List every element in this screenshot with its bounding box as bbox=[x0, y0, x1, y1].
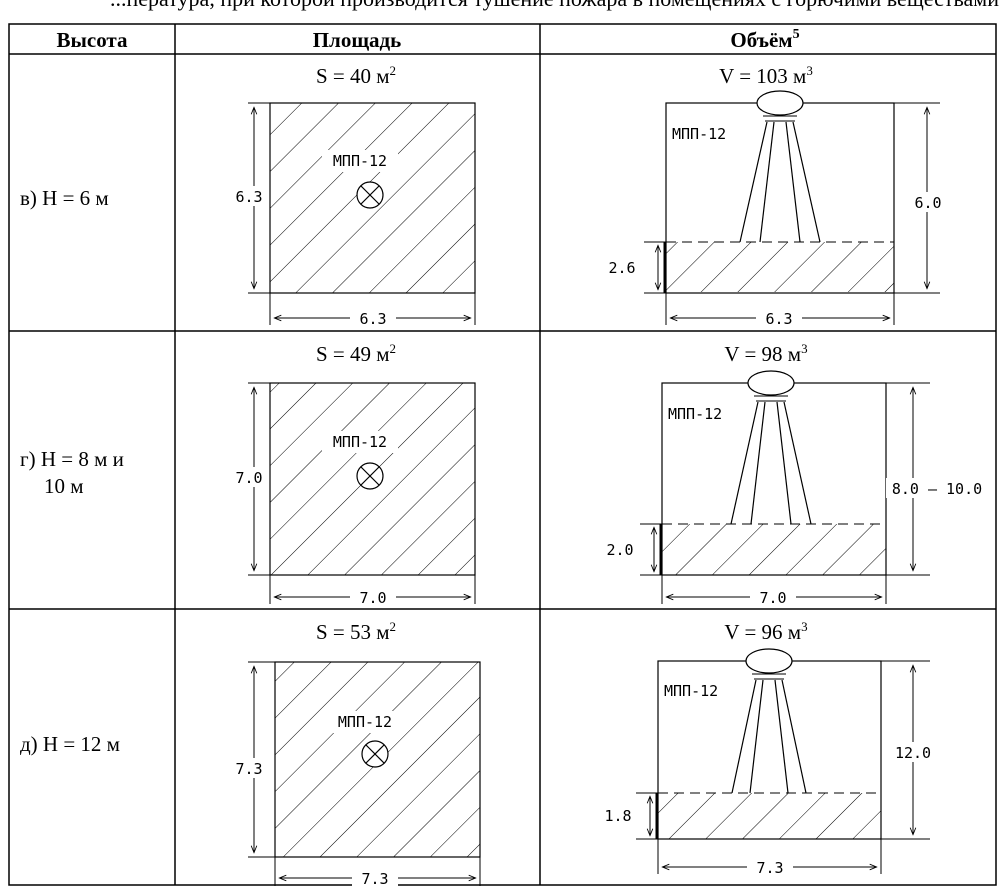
dimension-label: 7.0 bbox=[235, 469, 262, 487]
row-height-label: г) Н = 8 м и bbox=[20, 447, 124, 471]
area-diagram: МПП-12 6.3 6.3 bbox=[235, 102, 476, 329]
dimension-label: 7.0 bbox=[759, 589, 786, 607]
dimension-label: 7.0 bbox=[359, 589, 386, 607]
header-volume: Объём5 bbox=[730, 27, 799, 52]
table-row: г) Н = 8 м и 10 м S = 49 м2 V = 98 м3 МП… bbox=[20, 341, 988, 608]
row-height-label: д) Н = 12 м bbox=[20, 732, 120, 756]
header-height: Высота bbox=[56, 28, 128, 52]
table-grid bbox=[8, 23, 997, 886]
dimension-label: 2.0 bbox=[606, 541, 633, 559]
area-diagram: МПП-12 7.3 7.3 bbox=[235, 661, 481, 888]
dimension-label: 6.3 bbox=[235, 188, 262, 206]
dimension-label: 6.3 bbox=[765, 310, 792, 328]
area-formula: S = 40 м2 bbox=[316, 63, 396, 88]
dimension-label: 12.0 bbox=[895, 744, 931, 762]
device-label: МПП-12 bbox=[333, 152, 387, 170]
device-label: МПП-12 bbox=[338, 713, 392, 731]
caption-text: ...пература, при которой производится ту… bbox=[110, 0, 999, 12]
device-label: МПП-12 bbox=[668, 405, 722, 423]
dimension-label: 6.3 bbox=[359, 310, 386, 328]
volume-formula: V = 103 м3 bbox=[719, 63, 813, 88]
device-label: МПП-12 bbox=[672, 125, 726, 143]
row-height-label: в) Н = 6 м bbox=[20, 186, 109, 210]
volume-diagram: МПП-12 8.0 – 10.0 2.0 7.0 bbox=[606, 370, 988, 608]
dimension-label: 7.3 bbox=[235, 760, 262, 778]
volume-diagram: МПП-12 6.0 2.6 6.3 bbox=[608, 90, 946, 329]
dimension-label: 7.3 bbox=[361, 870, 388, 888]
row-height-label-cont: 10 м bbox=[44, 474, 84, 498]
volume-formula: V = 98 м3 bbox=[724, 341, 807, 366]
table-row: в) Н = 6 м S = 40 м2 V = 103 м3 МПП-12 6… bbox=[20, 63, 946, 329]
dimension-label: 2.6 bbox=[608, 259, 635, 277]
dimension-label: 7.3 bbox=[756, 859, 783, 877]
table-header: Высота Площадь Объём5 bbox=[56, 27, 799, 52]
area-formula: S = 53 м2 bbox=[316, 619, 396, 644]
dimension-label: 1.8 bbox=[604, 807, 631, 825]
clipped-top-caption: ...пература, при которой производится ту… bbox=[0, 0, 1003, 22]
area-diagram: МПП-12 7.0 7.0 bbox=[235, 382, 476, 608]
table-row: д) Н = 12 м S = 53 м2 V = 96 м3 МПП-12 7… bbox=[20, 619, 933, 888]
device-label: МПП-12 bbox=[333, 433, 387, 451]
device-label: МПП-12 bbox=[664, 682, 718, 700]
dimension-label: 6.0 bbox=[914, 194, 941, 212]
volume-diagram: МПП-12 12.0 1.8 7.3 bbox=[604, 648, 933, 878]
header-area: Площадь bbox=[313, 28, 402, 52]
dimension-label: 8.0 – 10.0 bbox=[892, 480, 982, 498]
volume-formula: V = 96 м3 bbox=[724, 619, 807, 644]
area-formula: S = 49 м2 bbox=[316, 341, 396, 366]
